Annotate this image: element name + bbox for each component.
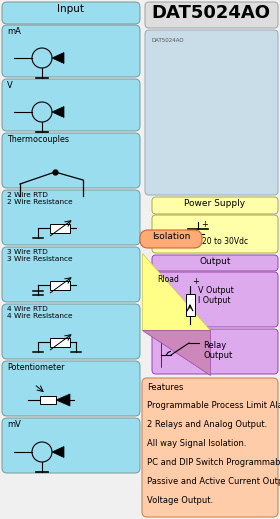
FancyBboxPatch shape	[2, 133, 140, 188]
Text: +: +	[201, 220, 208, 229]
FancyBboxPatch shape	[185, 294, 195, 316]
FancyBboxPatch shape	[2, 361, 140, 416]
Text: Isolation: Isolation	[152, 232, 190, 241]
Text: Features: Features	[147, 383, 183, 392]
Text: All way Signal Isolation.: All way Signal Isolation.	[147, 439, 246, 448]
FancyBboxPatch shape	[2, 304, 140, 359]
FancyBboxPatch shape	[2, 247, 140, 302]
Text: 4 Wire RTD
4 Wire Resistance: 4 Wire RTD 4 Wire Resistance	[7, 306, 73, 319]
Text: Input: Input	[57, 4, 85, 14]
Polygon shape	[52, 446, 64, 458]
FancyBboxPatch shape	[50, 280, 70, 290]
Text: 2 Wire RTD
2 Wire Resistance: 2 Wire RTD 2 Wire Resistance	[7, 192, 73, 205]
Text: V Output
I Output: V Output I Output	[198, 286, 234, 305]
FancyBboxPatch shape	[140, 230, 202, 248]
Text: Rload: Rload	[157, 275, 179, 284]
FancyBboxPatch shape	[142, 378, 278, 517]
FancyBboxPatch shape	[152, 329, 278, 374]
FancyBboxPatch shape	[152, 215, 278, 253]
Polygon shape	[52, 106, 64, 117]
Text: V: V	[7, 81, 13, 90]
FancyBboxPatch shape	[152, 197, 278, 214]
Text: Thermocouples: Thermocouples	[7, 135, 69, 144]
Text: Passive and Active Current Output.: Passive and Active Current Output.	[147, 477, 280, 486]
FancyBboxPatch shape	[145, 30, 278, 195]
Text: Voltage Output.: Voltage Output.	[147, 496, 213, 505]
Text: DAT5024AO: DAT5024AO	[152, 38, 185, 43]
Polygon shape	[142, 330, 210, 375]
Text: 20 to 30Vdc: 20 to 30Vdc	[202, 237, 248, 246]
FancyBboxPatch shape	[2, 418, 140, 473]
Text: mA: mA	[7, 27, 21, 36]
FancyBboxPatch shape	[2, 190, 140, 245]
Text: DAT5024AO: DAT5024AO	[151, 4, 270, 22]
FancyBboxPatch shape	[2, 2, 140, 24]
FancyBboxPatch shape	[50, 337, 70, 347]
Text: Output: Output	[199, 257, 231, 266]
Text: mV: mV	[7, 420, 21, 429]
Text: Power Supply: Power Supply	[185, 199, 246, 208]
FancyBboxPatch shape	[50, 224, 70, 233]
FancyBboxPatch shape	[2, 79, 140, 131]
Text: Relay
Output: Relay Output	[203, 341, 232, 360]
FancyBboxPatch shape	[152, 272, 278, 327]
Polygon shape	[56, 394, 70, 406]
FancyBboxPatch shape	[2, 25, 140, 77]
Polygon shape	[142, 253, 210, 330]
Text: 3 Wire RTD
3 Wire Resistance: 3 Wire RTD 3 Wire Resistance	[7, 249, 73, 262]
Text: Programmable Process Limit Alarm.: Programmable Process Limit Alarm.	[147, 401, 280, 410]
FancyBboxPatch shape	[40, 396, 56, 404]
FancyBboxPatch shape	[145, 2, 278, 28]
Text: +: +	[192, 277, 199, 286]
Polygon shape	[52, 52, 64, 63]
Text: Potentiometer: Potentiometer	[7, 363, 64, 372]
Text: PC and DIP Switch Programmable.: PC and DIP Switch Programmable.	[147, 458, 280, 467]
FancyBboxPatch shape	[152, 255, 278, 271]
Text: 2 Relays and Analog Output.: 2 Relays and Analog Output.	[147, 420, 267, 429]
